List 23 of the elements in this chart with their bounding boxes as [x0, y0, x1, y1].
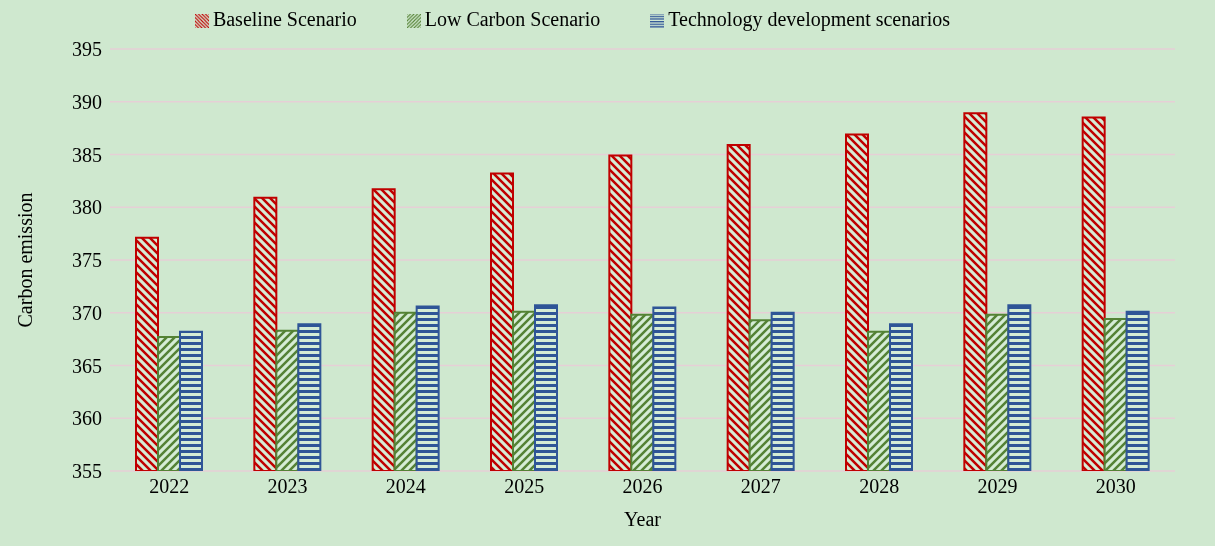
x-tick-label: 2024: [385, 475, 426, 498]
y-tick-label: 380: [72, 196, 102, 219]
x-axis-title: Year: [624, 508, 662, 530]
x-tick-label: 2027: [740, 475, 781, 498]
y-tick-label: 360: [72, 407, 102, 430]
x-tick-label: 2029: [977, 475, 1018, 498]
y-tick-label: 370: [72, 301, 102, 324]
y-tick-label: 355: [72, 460, 102, 483]
y-tick-label: 390: [72, 90, 102, 113]
legend-label: Baseline Scenario: [212, 8, 357, 30]
x-tick-label: 2025: [504, 475, 545, 498]
legend-label: Technology development scenarios: [668, 8, 951, 30]
x-tick-label: 2026: [622, 475, 663, 498]
x-tick-label: 2023: [267, 475, 308, 498]
x-tick-label: 2028: [859, 475, 900, 498]
y-tick-label: 375: [72, 249, 102, 272]
y-tick-label: 365: [72, 354, 102, 377]
y-tick-label: 395: [72, 38, 102, 61]
legend-label: Low Carbon Scenario: [424, 8, 601, 30]
y-axis-title: Carbon emission: [14, 192, 37, 328]
x-tick-label: 2022: [149, 475, 190, 498]
x-tick-label: 2030: [1095, 475, 1136, 498]
y-tick-label: 385: [72, 143, 102, 166]
